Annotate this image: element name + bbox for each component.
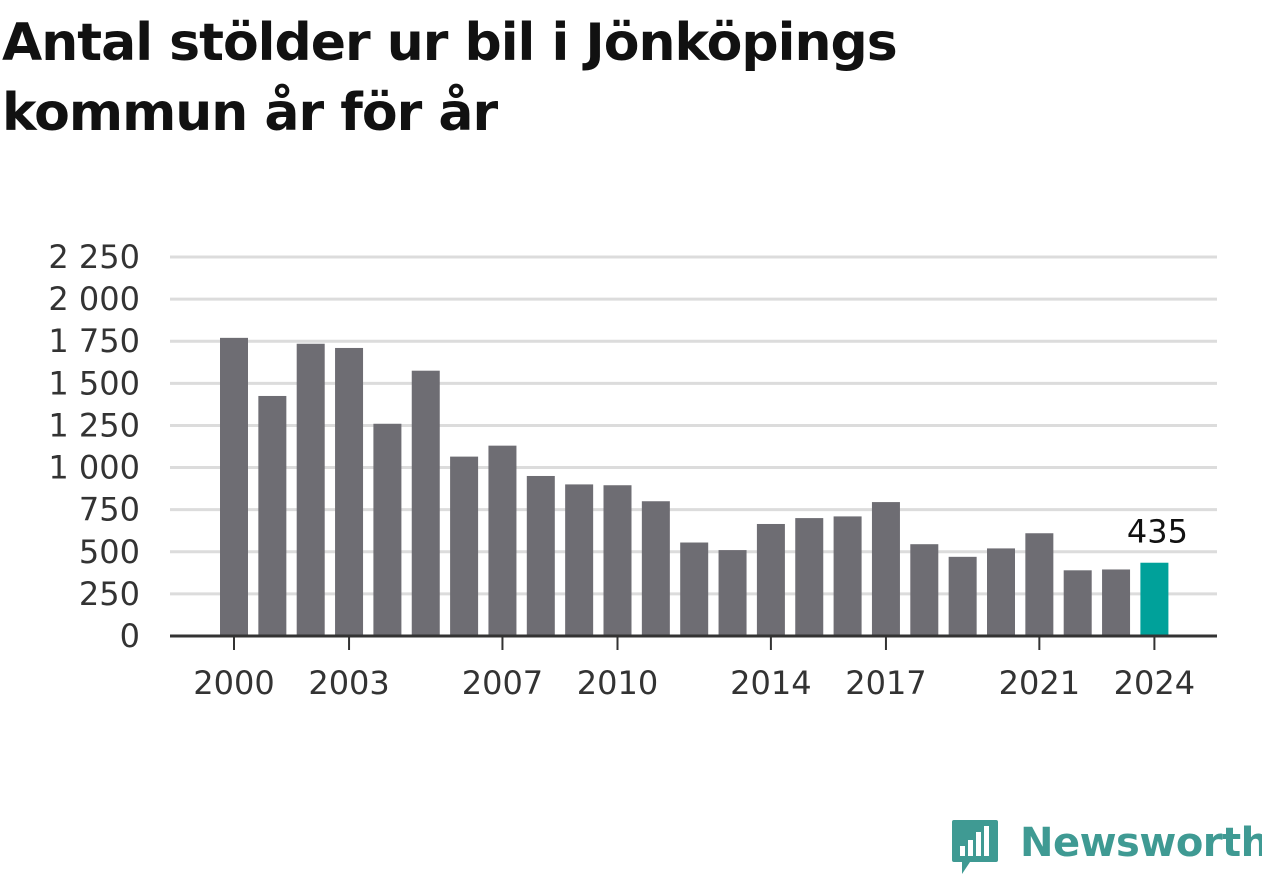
x-tick-label: 2021 xyxy=(999,664,1080,702)
axes xyxy=(170,634,1217,650)
y-tick-label: 1 750 xyxy=(48,322,140,360)
y-tick-label: 2 000 xyxy=(48,280,140,318)
bar xyxy=(833,516,862,636)
y-tick-label: 1 500 xyxy=(48,364,140,402)
bar xyxy=(756,523,785,636)
bar xyxy=(258,395,287,636)
bar xyxy=(450,456,479,636)
bar xyxy=(411,370,440,636)
x-tick-label: 2003 xyxy=(308,664,389,702)
y-tick-label: 0 xyxy=(120,617,140,655)
bar xyxy=(718,550,747,636)
bar xyxy=(603,485,632,636)
newsworthy-logo-icon xyxy=(952,820,998,874)
bar xyxy=(296,343,325,636)
bar xyxy=(680,542,709,636)
y-tick-label: 500 xyxy=(79,533,140,571)
newsworthy-logo: Newsworthy xyxy=(950,818,1262,879)
bar xyxy=(1025,533,1054,636)
chart-title: Antal stölder ur bil i Jönköpings kommun… xyxy=(2,13,898,143)
x-tick-label: 2007 xyxy=(462,664,543,702)
bar xyxy=(641,501,670,636)
bar xyxy=(488,445,517,636)
x-tick-label: 2024 xyxy=(1114,664,1195,702)
x-tick-label: 2010 xyxy=(577,664,658,702)
x-tick-label: 2017 xyxy=(845,664,926,702)
bar xyxy=(948,556,977,636)
x-tick-label: 2014 xyxy=(730,664,811,702)
newsworthy-logo-text: Newsworthy xyxy=(1020,820,1262,866)
bar-highlight xyxy=(1140,562,1169,636)
labels: 0 250 500 750 1 000 1 250 1 500 1 750 2 000 2 250… xyxy=(48,238,1195,702)
y-tick-label: 2 250 xyxy=(48,238,140,276)
bar xyxy=(526,475,555,636)
bar xyxy=(565,484,594,636)
y-tick-label: 1 000 xyxy=(48,449,140,487)
y-tick-label: 250 xyxy=(79,575,140,613)
bar xyxy=(987,548,1015,636)
bar xyxy=(795,518,824,636)
bar xyxy=(871,502,900,636)
bars xyxy=(220,337,1169,636)
x-tick-label: 2000 xyxy=(193,664,274,702)
bar xyxy=(335,347,364,636)
bar xyxy=(1102,569,1131,636)
bar xyxy=(1063,570,1092,636)
y-tick-label: 750 xyxy=(79,491,140,529)
bar xyxy=(910,544,939,636)
data-label: 435 xyxy=(1127,513,1188,551)
bar xyxy=(220,337,248,636)
y-tick-label: 1 250 xyxy=(48,406,140,444)
bar xyxy=(373,423,402,636)
